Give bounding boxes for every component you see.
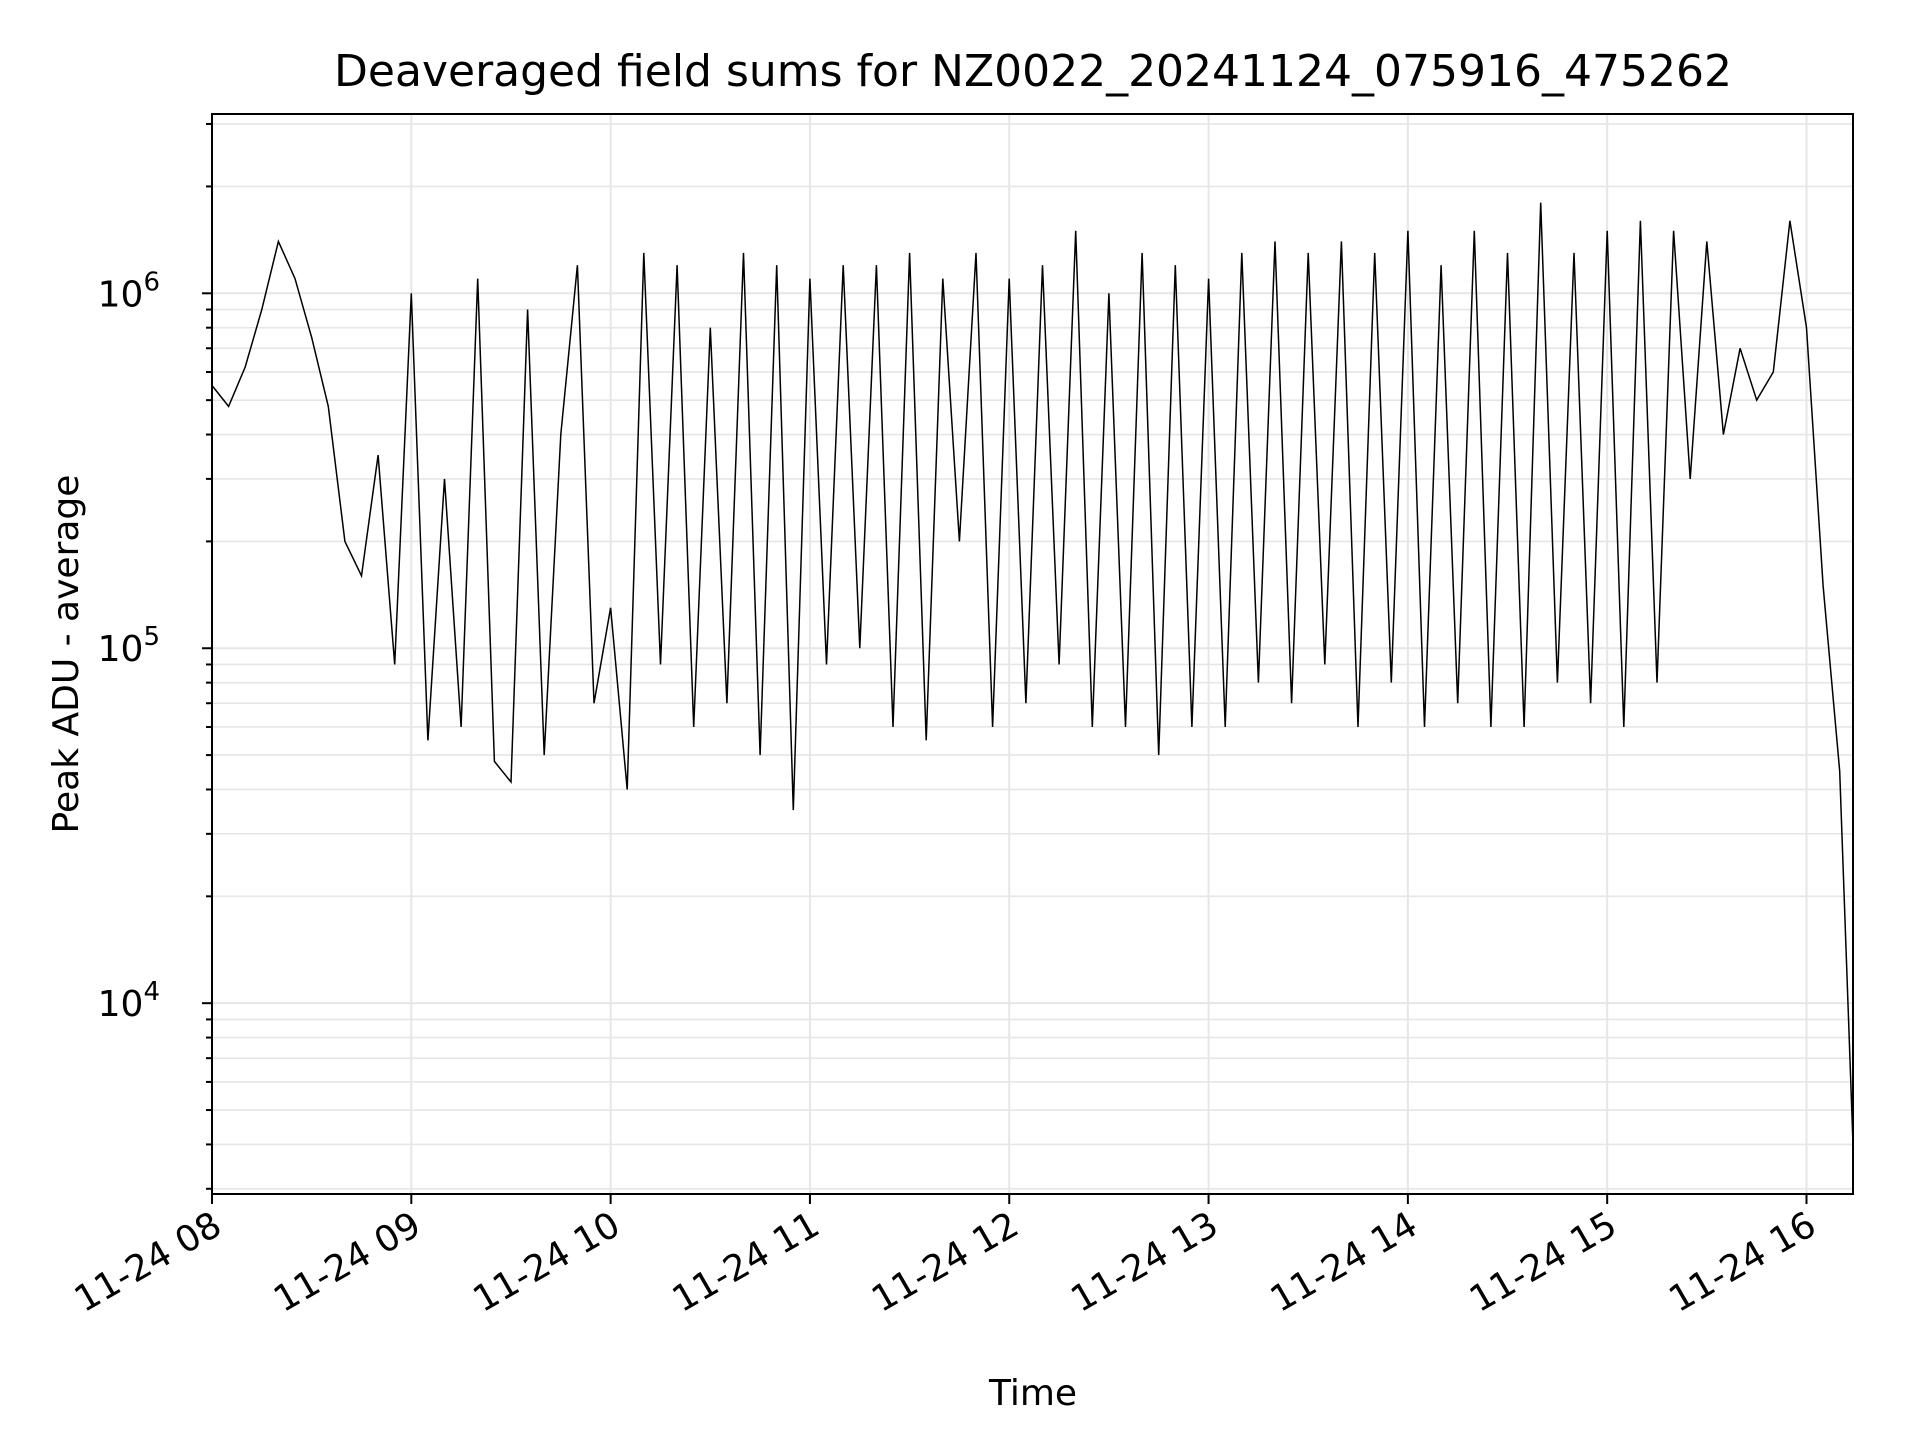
y-tick-exponent: 4 — [143, 977, 160, 1007]
x-axis-label: Time — [988, 1373, 1077, 1414]
y-tick-label: 104 — [98, 977, 160, 1025]
y-tick-label: 105 — [98, 622, 160, 670]
y-tick-base: 10 — [98, 984, 144, 1025]
y-tick-base: 10 — [98, 629, 144, 670]
series-layer — [211, 202, 1854, 1145]
plot-area-frame — [211, 113, 1854, 1195]
y-tick-base: 10 — [98, 274, 144, 315]
y-tick-label: 106 — [98, 267, 160, 315]
y-tick-exponent: 5 — [143, 622, 160, 652]
chart-title: Deaveraged field sums for NZ0022_2024112… — [334, 46, 1732, 97]
y-tick-exponent: 6 — [143, 267, 160, 297]
y-axis-label: Peak ADU - average — [46, 475, 87, 834]
series-line-0 — [211, 202, 1854, 1145]
